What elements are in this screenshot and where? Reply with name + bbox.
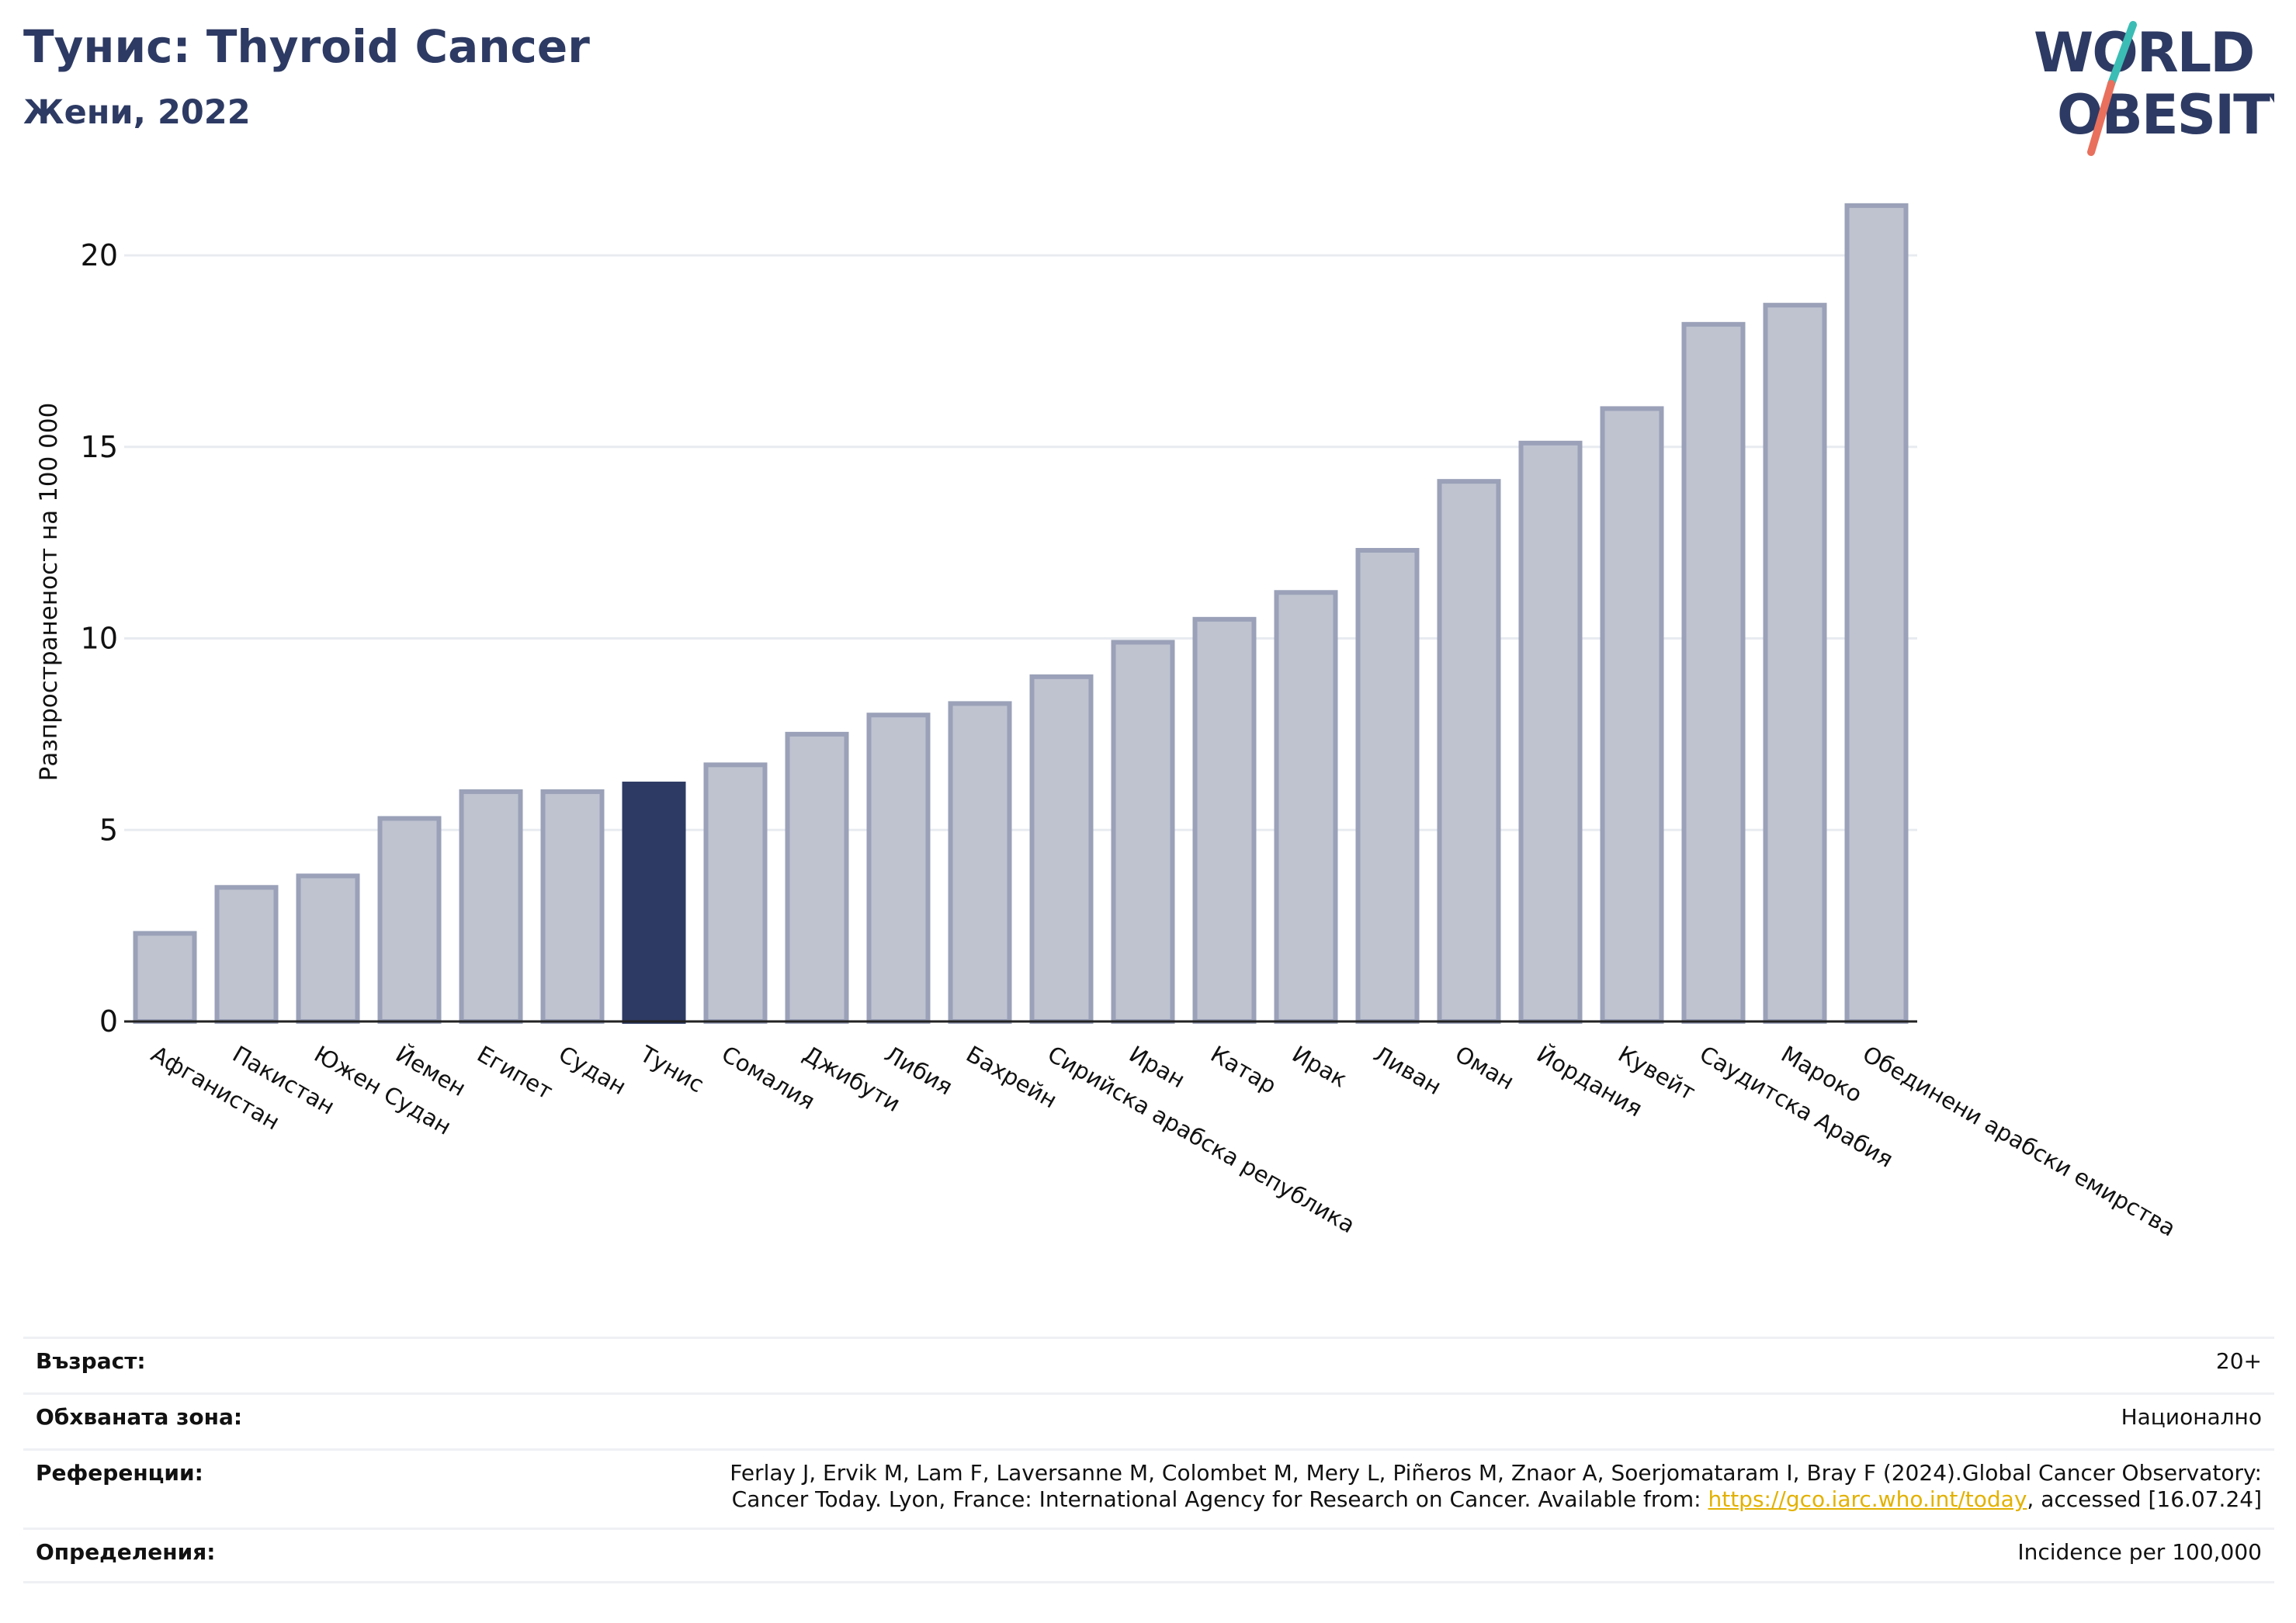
bar xyxy=(948,701,1012,1025)
meta-value-age: 20+ xyxy=(2215,1348,2262,1374)
bar xyxy=(296,873,360,1024)
metadata-table: Възраст: 20+ Обхваната зона: Национално … xyxy=(23,1337,2274,1583)
reference-line-1: Ferlay J, Ervik M, Lam F, Laversanne M, … xyxy=(730,1460,2262,1486)
meta-key-references: Референции: xyxy=(36,1460,203,1486)
bar xyxy=(1681,321,1746,1024)
bar xyxy=(214,885,279,1025)
world-obesity-logo: WORLD OBESITY xyxy=(2034,21,2274,156)
reference-link[interactable]: https://gco.iarc.who.int/today xyxy=(1708,1486,2027,1512)
meta-key-area: Обхваната зона: xyxy=(36,1404,243,1430)
x-tick-label: Египет xyxy=(473,1041,557,1105)
logo-slash-bottom xyxy=(2087,80,2115,156)
y-axis-title: Разпространеност на 100 000 xyxy=(35,403,63,782)
bar xyxy=(1355,547,1420,1024)
y-tick-label: 20 xyxy=(81,238,118,272)
y-tick-label: 15 xyxy=(81,430,118,464)
x-tick-label: Судан xyxy=(554,1041,631,1101)
x-tick-label: Ливан xyxy=(1369,1041,1446,1101)
meta-row-age: Възраст: 20+ xyxy=(23,1337,2274,1392)
logo-line-1: WORLD xyxy=(2034,21,2253,85)
x-tick-label: Ирак xyxy=(1288,1041,1351,1093)
x-tick-label: Обединени арабски емирства xyxy=(1858,1041,2180,1242)
x-tick-label: Сомалия xyxy=(717,1041,820,1115)
reference-line-2-prefix: Cancer Today. Lyon, France: Internationa… xyxy=(731,1486,1708,1512)
bar xyxy=(1518,440,1583,1024)
reference-line-2-suffix: , accessed [16.07.24] xyxy=(2027,1486,2262,1512)
bar xyxy=(1844,203,1909,1025)
logo-slash-top xyxy=(2107,21,2137,88)
bar xyxy=(1600,406,1664,1024)
bar xyxy=(1437,479,1501,1024)
bar xyxy=(1274,590,1338,1024)
meta-row-references: Референции: Ferlay J, Ervik M, Lam F, La… xyxy=(23,1448,2274,1528)
page-title: Тунис: Thyroid Cancer xyxy=(23,20,590,73)
bar xyxy=(785,731,849,1024)
bar xyxy=(1763,303,1827,1024)
bar xyxy=(540,789,605,1025)
meta-key-definitions: Определения: xyxy=(36,1539,216,1565)
bar xyxy=(133,931,197,1024)
meta-row-area: Обхваната зона: Национално xyxy=(23,1392,2274,1448)
bar xyxy=(866,713,931,1024)
y-tick-label: 0 xyxy=(99,1004,118,1039)
meta-key-age: Възраст: xyxy=(36,1348,146,1374)
bar xyxy=(703,762,768,1024)
meta-row-definitions: Определения: Incidence per 100,000 xyxy=(23,1528,2274,1583)
meta-value-references: Ferlay J, Ervik M, Lam F, Laversanne M, … xyxy=(730,1460,2262,1513)
bar xyxy=(377,816,442,1024)
x-tick-label: Оман xyxy=(1451,1041,1519,1095)
y-tick-label: 10 xyxy=(81,622,118,656)
meta-value-definitions: Incidence per 100,000 xyxy=(2017,1539,2262,1565)
x-tick-label: Тунис xyxy=(635,1040,709,1098)
bar xyxy=(622,782,686,1025)
bar xyxy=(459,789,523,1025)
y-tick-label: 5 xyxy=(99,813,118,847)
x-tick-label: Бахрейн xyxy=(962,1041,1062,1114)
bar xyxy=(1192,616,1257,1024)
page-subtitle: Жени, 2022 xyxy=(23,93,251,132)
meta-value-area: Национално xyxy=(2121,1404,2262,1430)
bar xyxy=(1111,640,1175,1024)
x-tick-label: Катар xyxy=(1206,1041,1281,1099)
x-tick-label: Южен Судан xyxy=(310,1041,456,1140)
bar xyxy=(1029,674,1094,1024)
